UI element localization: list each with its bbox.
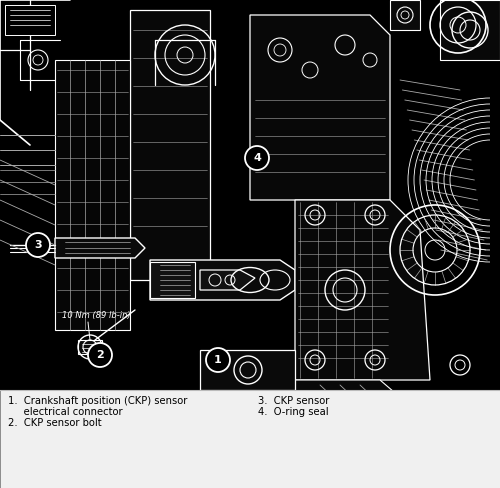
Polygon shape [78,340,102,354]
Text: 4: 4 [253,153,261,163]
Polygon shape [440,0,500,60]
Text: 1.  Crankshaft position (CKP) sensor: 1. Crankshaft position (CKP) sensor [8,396,188,406]
Circle shape [206,348,230,372]
Polygon shape [5,5,55,35]
Text: 4.  O-ring seal: 4. O-ring seal [258,407,328,417]
Circle shape [245,146,269,170]
Polygon shape [250,15,390,200]
Polygon shape [55,60,130,330]
Circle shape [88,343,112,367]
Text: 3: 3 [34,240,42,250]
Polygon shape [55,238,145,258]
Bar [0,390,500,488]
Polygon shape [295,200,430,380]
Polygon shape [200,350,295,390]
Text: electrical connector: electrical connector [8,407,122,417]
Text: 2.  CKP sensor bolt: 2. CKP sensor bolt [8,418,102,428]
Text: 10 Nm (89 lb-in): 10 Nm (89 lb-in) [62,311,130,320]
Text: 3.  CKP sensor: 3. CKP sensor [258,396,330,406]
Text: 1: 1 [214,355,222,365]
Polygon shape [295,380,450,485]
Polygon shape [200,270,255,290]
Polygon shape [150,262,195,298]
Circle shape [26,233,50,257]
Polygon shape [150,260,295,300]
Polygon shape [130,10,210,280]
Text: 2: 2 [96,350,104,360]
Polygon shape [390,0,420,30]
